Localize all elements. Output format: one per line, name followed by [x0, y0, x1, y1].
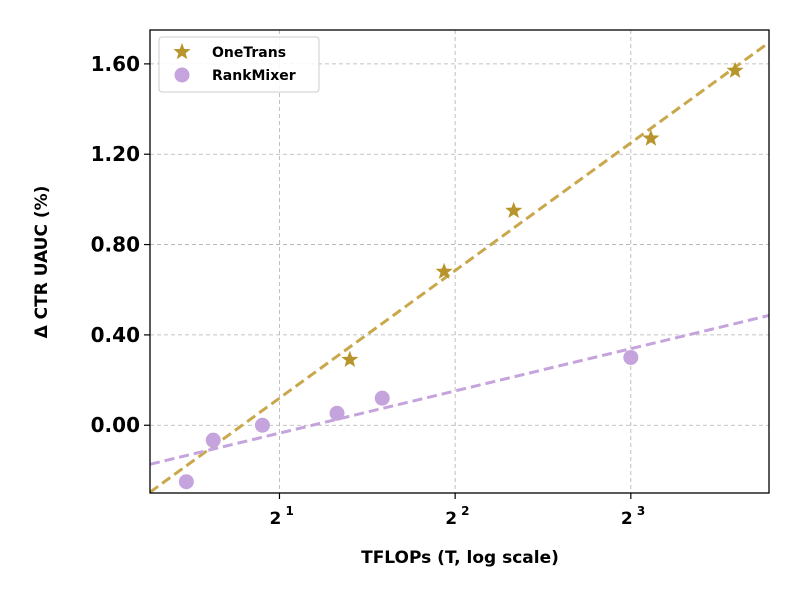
x-tick-label: 2	[270, 509, 282, 529]
legend-circle-marker	[174, 67, 190, 83]
point-circle-rankmixer	[623, 349, 639, 365]
y-tick-label: 1.60	[91, 52, 140, 76]
point-circle-rankmixer	[178, 474, 194, 490]
point-star-onetrans	[642, 129, 660, 146]
legend-star-marker	[173, 43, 191, 60]
x-tick-exponent: 1	[285, 504, 293, 518]
legend-box	[158, 36, 320, 93]
grid	[150, 30, 769, 493]
x-tick-exponent: 3	[637, 504, 645, 518]
x-tick-label: 2	[445, 509, 457, 529]
y-tick-label: 0.00	[91, 413, 140, 437]
point-star-onetrans	[726, 61, 744, 78]
point-star-onetrans	[435, 262, 453, 279]
x-axis-label: TFLOPs (T, log scale)	[361, 548, 559, 568]
trend-line-rankmixer	[150, 313, 769, 466]
y-tick-label: 1.20	[91, 142, 140, 166]
legend-circle-icon	[174, 67, 190, 83]
y-tick-label: 0.40	[91, 323, 140, 347]
x-tick-label: 2	[621, 509, 633, 529]
point-star-onetrans	[341, 350, 359, 367]
y-tick-label: 0.80	[91, 233, 140, 257]
legend-star-icon	[173, 43, 191, 60]
y-axis-label: Δ CTR UAUC (%)	[32, 186, 52, 339]
point-circle-rankmixer	[205, 432, 221, 448]
point-star-onetrans	[505, 201, 523, 218]
point-circle-rankmixer	[329, 405, 345, 421]
data-points	[178, 61, 744, 490]
legend-label-onetrans: OneTrans	[212, 45, 286, 61]
legend: OneTrans RankMixer	[158, 36, 320, 93]
y-axis-ticks: 0.00 0.40 0.80 1.20 1.60	[91, 52, 150, 437]
point-circle-rankmixer	[374, 390, 390, 406]
point-circle-rankmixer	[254, 417, 270, 433]
plot-frame	[149, 29, 770, 494]
legend-label-rankmixer: RankMixer	[212, 68, 296, 84]
x-tick-exponent: 2	[461, 504, 469, 518]
trend-lines	[150, 41, 769, 493]
trend-line-onetrans	[150, 41, 769, 493]
